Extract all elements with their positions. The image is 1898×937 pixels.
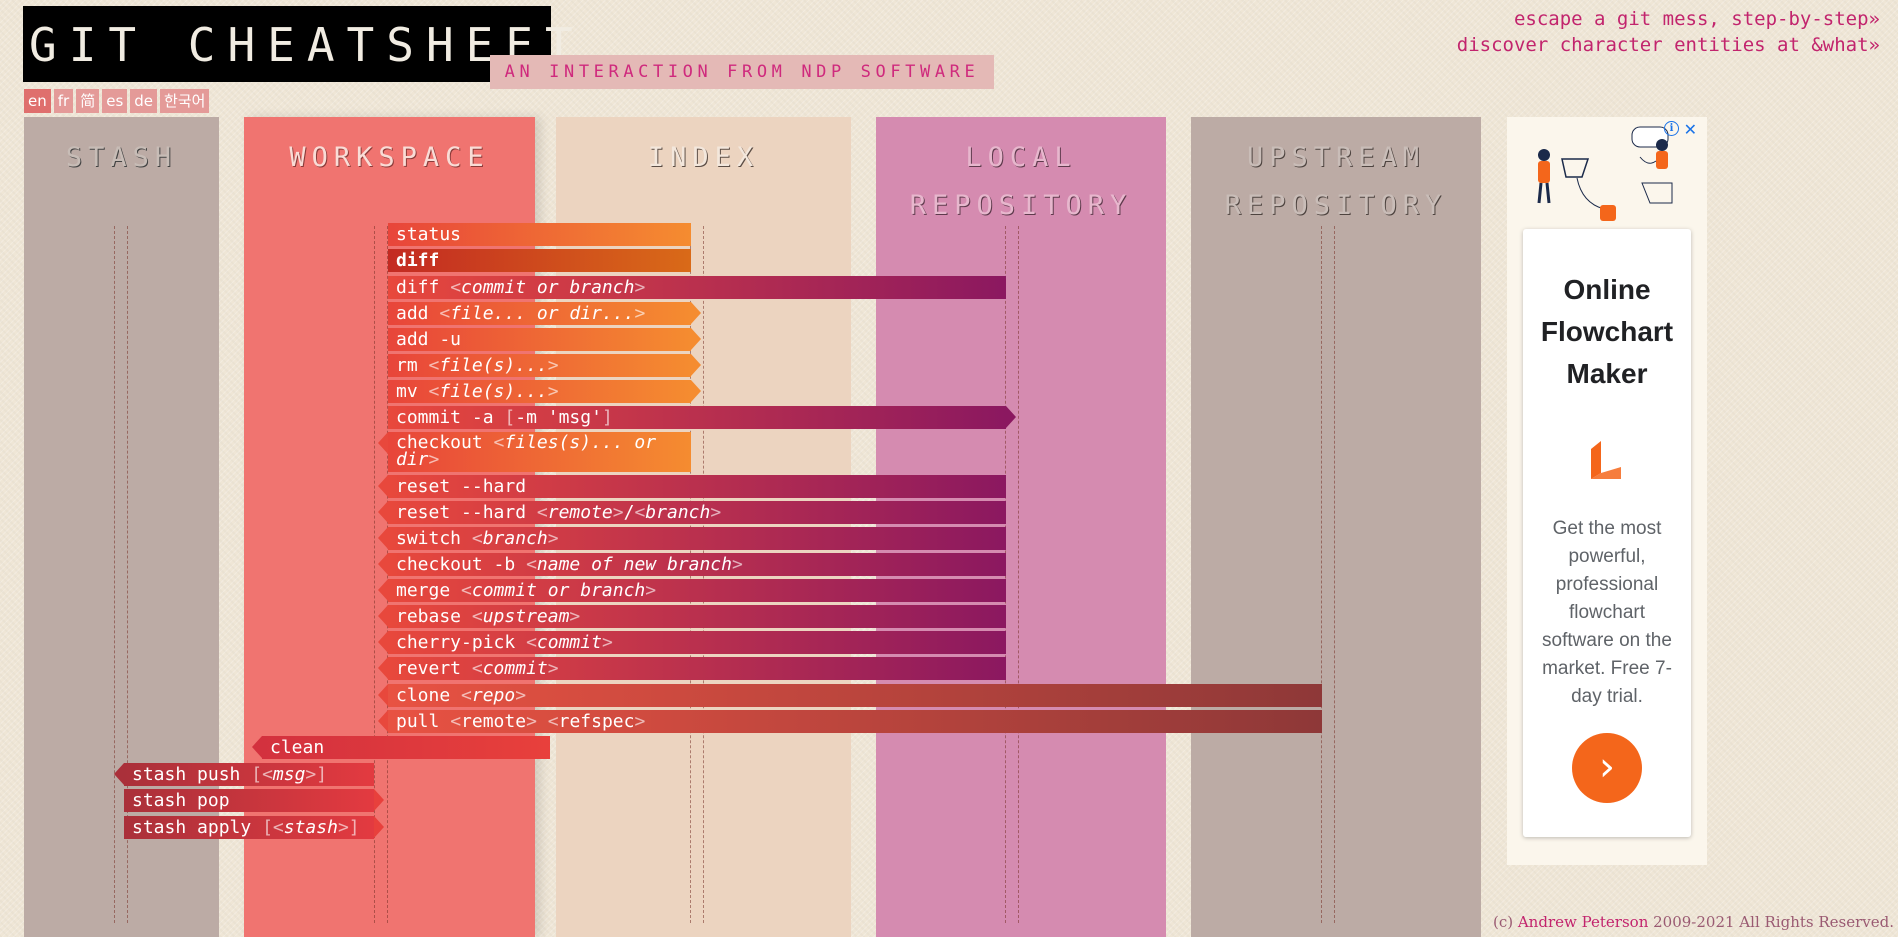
lang-es[interactable]: es (102, 89, 128, 113)
cmd-diff-commit[interactable]: diff <commit or branch> (388, 276, 1006, 299)
column-local-repository[interactable]: LOCAL REPOSITORY (876, 117, 1166, 937)
column-stash[interactable]: STASH (24, 117, 219, 937)
cmd-commit-a[interactable]: commit -a [-m 'msg'] (388, 406, 1016, 429)
ad-card[interactable]: Online Flowchart Maker Get the most powe… (1523, 229, 1691, 837)
cmd-rm[interactable]: rm <file(s)...> (388, 354, 701, 377)
git-mess-link[interactable]: escape a git mess, step-by-step» (1513, 8, 1880, 30)
cmd-pull[interactable]: pull <remote> <refspec> (378, 710, 1322, 733)
cmd-clone[interactable]: clone <repo> (378, 684, 1322, 707)
cmd-switch[interactable]: switch <branch> (378, 527, 1006, 550)
cmd-mv[interactable]: mv <file(s)...> (388, 380, 701, 403)
ad-info-icon[interactable]: i (1664, 121, 1679, 136)
lang-de[interactable]: de (130, 89, 158, 113)
cmd-reset-hard-remote[interactable]: reset --hard <remote>/<branch> (378, 501, 1006, 524)
cmd-reset-hard[interactable]: reset --hard (378, 475, 1006, 498)
cmd-cherry-pick[interactable]: cherry-pick <commit> (378, 631, 1006, 654)
column-title-stash: STASH (65, 142, 178, 173)
upstream-lifeline (1321, 226, 1335, 923)
column-title-local-repository: LOCAL REPOSITORY (909, 142, 1133, 221)
advertisement[interactable]: i ✕ Online Flowchart Maker Get the most … (1507, 117, 1707, 865)
footer-copyright: (c) Andrew Peterson 2009-2021 All Rights… (1492, 913, 1894, 931)
lang-fr[interactable]: fr (53, 89, 74, 113)
cmd-merge[interactable]: merge <commit or branch> (378, 579, 1006, 602)
ad-cta-button[interactable]: › (1572, 733, 1642, 803)
page-title: GIT CHEATSHEET (23, 6, 573, 82)
top-links: escape a git mess, step-by-step» discove… (1457, 6, 1880, 58)
column-title-upstream-repository: UPSTREAM REPOSITORY (1224, 142, 1448, 221)
language-switcher: en fr 简 es de 한국어 (24, 89, 210, 113)
cmd-stash-push[interactable]: stash push [<msg>] (114, 763, 374, 786)
ad-headline: Online Flowchart Maker (1540, 274, 1674, 389)
lang-zh[interactable]: 简 (76, 89, 100, 113)
character-entities-link[interactable]: discover character entities at &what» (1456, 34, 1880, 56)
lang-en[interactable]: en (24, 89, 51, 113)
stash-lifeline (114, 226, 128, 923)
ad-close-icon[interactable]: ✕ (1683, 120, 1697, 139)
cmd-rebase[interactable]: rebase <upstream> (378, 605, 1006, 628)
ad-body-text: Get the most powerful, professional flow… (1542, 518, 1672, 707)
cmd-status[interactable]: status (388, 223, 691, 246)
chevron-right-icon: › (1599, 744, 1615, 790)
column-title-workspace: WORKSPACE (289, 142, 490, 173)
cmd-diff[interactable]: diff (388, 249, 691, 272)
cmd-checkout-files[interactable]: checkout <files(s)... or dir> (378, 432, 691, 472)
cmd-checkout-b[interactable]: checkout -b <name of new branch> (378, 553, 1006, 576)
cmd-clean[interactable]: clean (252, 736, 550, 759)
page-subtitle[interactable]: AN INTERACTION FROM NDP SOFTWARE (490, 55, 994, 89)
lang-ko[interactable]: 한국어 (160, 89, 210, 113)
cmd-add[interactable]: add <file... or dir...> (388, 302, 701, 325)
column-upstream-repository[interactable]: UPSTREAM REPOSITORY (1191, 117, 1481, 937)
author-link[interactable]: Andrew Peterson (1517, 913, 1649, 931)
cmd-stash-apply[interactable]: stash apply [<stash>] (124, 816, 384, 839)
column-title-index: INDEX (647, 142, 760, 173)
cmd-add-u[interactable]: add -u (388, 328, 701, 351)
local-repo-lifeline (1005, 226, 1019, 923)
flowchart-illustration-icon (1537, 126, 1673, 221)
cmd-revert[interactable]: revert <commit> (378, 657, 1006, 680)
cmd-stash-pop[interactable]: stash pop (124, 789, 384, 812)
lucidchart-logo-icon (1587, 433, 1627, 485)
